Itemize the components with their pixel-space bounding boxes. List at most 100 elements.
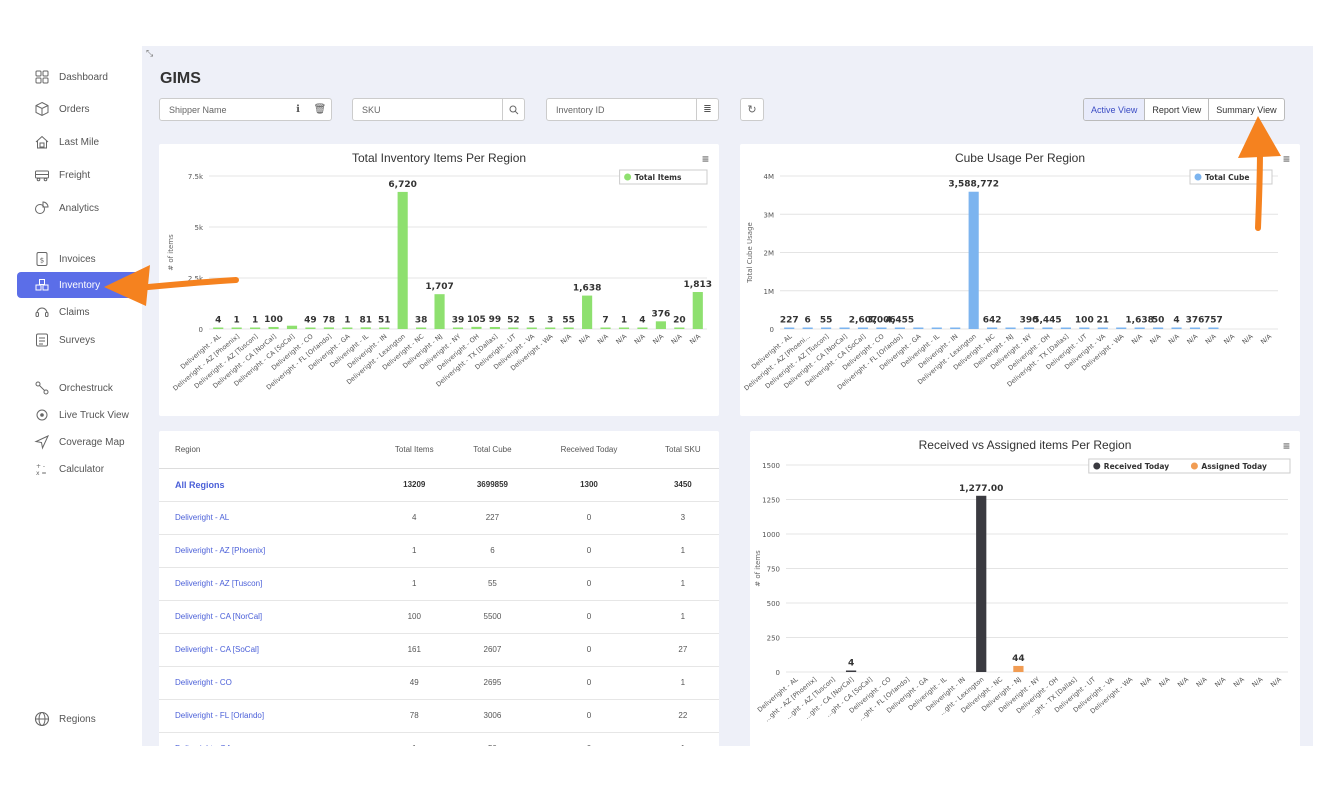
refresh-button[interactable]: ↻ (740, 98, 764, 121)
legend-item[interactable]: Total Cube (1205, 173, 1249, 182)
bar[interactable] (1189, 327, 1201, 330)
sidebar-item-dashboard[interactable]: Dashboard (17, 64, 142, 90)
region-link[interactable]: Deliveright - CO (159, 666, 375, 700)
sidebar-item-last-mile[interactable]: Last Mile (17, 129, 142, 155)
bar[interactable] (1171, 327, 1182, 330)
chart-menu-icon[interactable]: ≡ (701, 152, 709, 166)
bar[interactable] (526, 327, 537, 330)
sidebar-item-claims[interactable]: Claims (17, 299, 142, 325)
bar[interactable] (582, 295, 593, 329)
sidebar-item-orders[interactable]: Orders (17, 96, 142, 122)
sidebar-item-regions[interactable]: Regions (17, 706, 142, 732)
sidebar-item-live-truck-view[interactable]: Live Truck View (17, 402, 142, 428)
bar[interactable] (342, 327, 353, 330)
bar[interactable] (968, 191, 979, 329)
bar[interactable] (360, 327, 371, 329)
bar[interactable] (802, 327, 813, 330)
report-view-button[interactable]: Report View (1145, 99, 1210, 120)
bar[interactable] (434, 294, 445, 329)
bar[interactable] (1097, 327, 1108, 330)
bar[interactable] (839, 327, 850, 330)
bar[interactable] (213, 327, 224, 330)
bar[interactable] (1023, 327, 1035, 330)
bar[interactable] (1208, 327, 1219, 330)
bar[interactable] (250, 327, 261, 330)
sidebar-item-surveys[interactable]: Surveys (17, 327, 142, 353)
active-view-button[interactable]: Active View (1084, 99, 1146, 120)
sidebar-item-analytics[interactable]: Analytics (17, 195, 142, 221)
bar[interactable] (545, 327, 556, 330)
region-link[interactable]: Deliveright - GA (159, 732, 375, 746)
inventory-id-input[interactable]: Inventory ID (556, 104, 605, 115)
bar[interactable] (784, 327, 795, 330)
bar[interactable] (655, 321, 666, 329)
bar[interactable] (692, 292, 703, 329)
region-link[interactable]: Deliveright - AZ [Phoenix] (159, 534, 375, 568)
summary-view-button[interactable]: Summary View (1216, 104, 1277, 115)
shipper-name-field[interactable]: Shipper Name ℹ 🗑 (159, 98, 332, 121)
sidebar-item-calculator[interactable]: + -x = Calculator (17, 456, 142, 482)
list-icon[interactable]: ≣ (696, 99, 718, 120)
sidebar-item-coverage-map[interactable]: Coverage Map (17, 429, 142, 455)
bar[interactable] (1079, 327, 1090, 330)
sku-input[interactable]: SKU (362, 104, 381, 115)
bar[interactable] (976, 495, 987, 672)
expand-icon[interactable]: ⤡ (146, 48, 154, 58)
bar[interactable] (1005, 327, 1016, 330)
bar[interactable] (305, 327, 316, 330)
bar[interactable] (894, 327, 905, 330)
region-link[interactable]: Deliveright - AZ [Tuscon] (159, 567, 375, 601)
bar[interactable] (231, 327, 242, 330)
legend-item[interactable]: Received Today (1104, 462, 1169, 471)
bar[interactable] (489, 326, 500, 329)
bar[interactable] (416, 327, 427, 330)
bar[interactable] (1153, 327, 1164, 330)
sku-field[interactable]: SKU (352, 98, 525, 121)
legend-item[interactable]: Assigned Today (1201, 462, 1267, 471)
bar[interactable] (286, 325, 298, 329)
column-header[interactable]: Total Items (374, 431, 454, 469)
bar[interactable] (563, 327, 574, 330)
region-link[interactable]: Deliveright - AL (159, 501, 375, 535)
column-header[interactable]: Region (159, 431, 375, 469)
bar[interactable] (1042, 327, 1053, 330)
bar[interactable] (1116, 327, 1127, 330)
bar[interactable] (600, 327, 611, 330)
bar[interactable] (931, 327, 942, 330)
bar[interactable] (397, 191, 408, 329)
bar[interactable] (1060, 327, 1071, 330)
bar[interactable] (913, 327, 924, 330)
bar[interactable] (1013, 665, 1024, 672)
sidebar-item-orchestruck[interactable]: Orchestruck (17, 375, 142, 401)
bar[interactable] (471, 326, 482, 329)
trash-icon[interactable]: 🗑 (313, 104, 327, 115)
bar[interactable] (821, 327, 832, 330)
inventory-id-field[interactable]: Inventory ID ≣ (546, 98, 719, 121)
column-header[interactable]: Received Today (531, 431, 647, 469)
info-icon[interactable]: ℹ (296, 104, 300, 115)
column-header[interactable]: Total Cube (453, 431, 532, 469)
legend-item[interactable]: Total Items (635, 173, 682, 182)
region-link[interactable]: Deliveright - FL [Orlando] (159, 699, 375, 733)
bar[interactable] (323, 327, 334, 329)
bar[interactable] (876, 327, 887, 330)
chart-menu-icon[interactable]: ≡ (1282, 152, 1290, 166)
bar[interactable] (987, 327, 998, 330)
bar[interactable] (379, 327, 390, 330)
bar[interactable] (674, 327, 685, 330)
sidebar-item-invoices[interactable]: $ Invoices (17, 246, 142, 272)
sidebar-item-inventory[interactable]: Inventory (17, 272, 142, 298)
bar[interactable] (508, 327, 519, 330)
bar[interactable] (857, 327, 869, 330)
bar[interactable] (452, 327, 464, 330)
region-link[interactable]: Deliveright - CA [SoCal] (159, 633, 375, 667)
region-link[interactable]: All Regions (159, 468, 375, 502)
region-link[interactable]: Deliveright - CA [NorCal] (159, 600, 375, 634)
sidebar-item-freight[interactable]: Freight (17, 162, 142, 188)
column-header[interactable]: Total SKU (646, 431, 719, 469)
bar[interactable] (618, 327, 630, 330)
chart-menu-icon[interactable]: ≡ (1282, 439, 1290, 453)
search-icon[interactable] (502, 99, 524, 120)
bar[interactable] (268, 326, 279, 329)
bar[interactable] (637, 327, 648, 330)
